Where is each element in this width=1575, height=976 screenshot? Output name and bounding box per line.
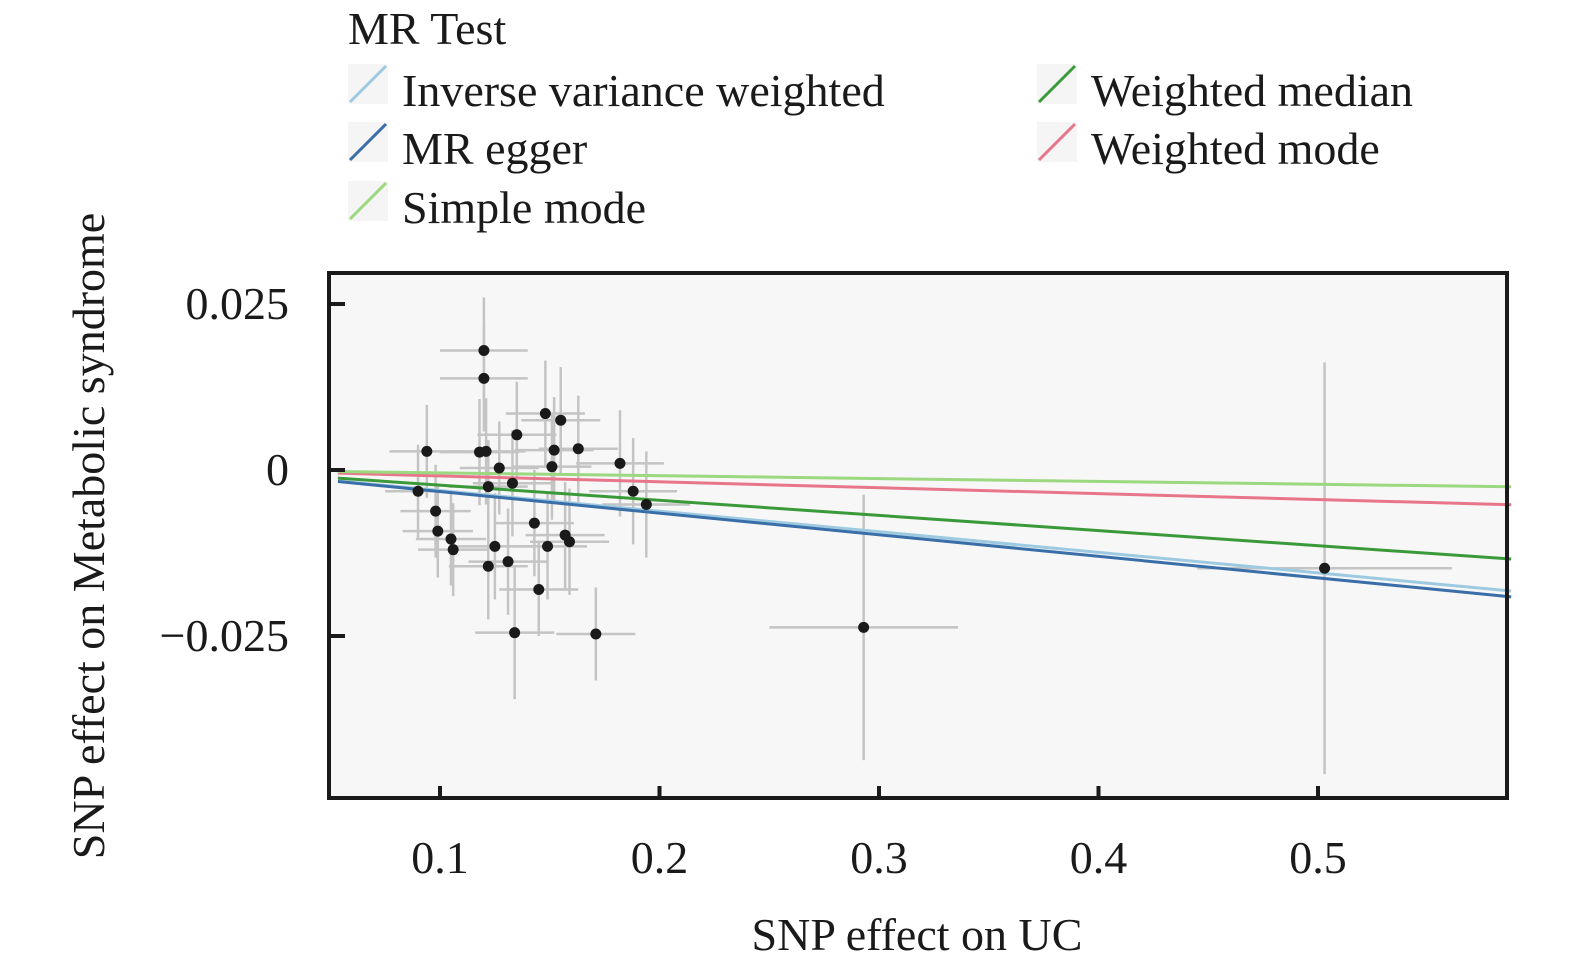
legend-swatch <box>1037 64 1077 104</box>
legend-label: Weighted median <box>1091 65 1413 116</box>
plot-frame <box>327 271 1509 800</box>
legend-entry: Simple mode <box>348 181 646 233</box>
data-point <box>511 429 523 441</box>
data-point <box>506 477 518 489</box>
legend-swatch <box>348 181 388 221</box>
data-point <box>480 445 492 457</box>
data-point <box>640 499 652 511</box>
data-point <box>482 560 494 572</box>
legend-entry: Weighted mode <box>1037 122 1380 174</box>
legend-label: MR egger <box>402 123 587 174</box>
x-tick-label: 0.5 <box>1289 832 1347 883</box>
data-point <box>478 372 490 384</box>
fit-line <box>337 476 1512 561</box>
data-point <box>555 414 567 426</box>
data-point <box>546 461 558 473</box>
legend-entry: MR egger <box>348 122 587 174</box>
fit-line <box>337 471 1512 507</box>
legend: MR Test Inverse variance weighted Weighte… <box>348 3 1413 233</box>
legend-label: Weighted mode <box>1091 123 1380 174</box>
data-point <box>445 533 457 545</box>
legend-swatch <box>348 64 388 104</box>
legend-swatch <box>1037 122 1077 162</box>
y-tick-label: 0 <box>266 444 289 495</box>
data-point <box>509 627 521 639</box>
data-point <box>542 540 554 552</box>
data-point <box>548 444 560 456</box>
x-tick-label: 0.2 <box>631 832 689 883</box>
fit-line <box>337 470 1512 489</box>
data-point <box>627 485 639 497</box>
data-point <box>1319 562 1331 574</box>
y-axis-label: SNP effect on Metabolic syndrome <box>63 213 114 859</box>
data-point <box>412 485 424 497</box>
data-point <box>572 443 584 455</box>
x-axis: 0.1 0.2 0.3 0.4 0.5 <box>411 786 1347 883</box>
data-point <box>590 628 602 640</box>
x-tick-label: 0.3 <box>850 832 908 883</box>
data-point <box>493 462 505 474</box>
y-axis: 0.025 0 −0.025 <box>160 278 345 661</box>
data-point <box>478 344 490 356</box>
legend-entry: Weighted median <box>1037 64 1413 116</box>
data-point <box>533 584 545 596</box>
legend-title: MR Test <box>348 3 506 54</box>
x-tick-label: 0.4 <box>1070 832 1128 883</box>
data-point <box>502 556 514 568</box>
y-tick-label: 0.025 <box>186 278 290 329</box>
y-tick-label: −0.025 <box>160 610 289 661</box>
data-point <box>539 408 551 420</box>
legend-label: Simple mode <box>402 182 646 233</box>
legend-entry: Inverse variance weighted <box>348 64 885 116</box>
data-point <box>858 621 870 633</box>
legend-swatch <box>348 122 388 162</box>
data-points <box>412 344 1331 640</box>
data-point <box>564 536 576 548</box>
data-point <box>482 481 494 493</box>
data-point <box>489 540 501 552</box>
fit-line <box>337 480 1512 599</box>
data-point <box>432 525 444 537</box>
legend-entries: Inverse variance weighted Weighted median… <box>348 64 1413 233</box>
fit-lines <box>337 470 1512 599</box>
legend-label: Inverse variance weighted <box>402 65 885 116</box>
x-tick-label: 0.1 <box>411 832 469 883</box>
data-point <box>528 517 540 529</box>
data-point <box>614 457 626 469</box>
data-point <box>430 505 442 517</box>
data-point <box>421 445 433 457</box>
data-point <box>447 544 459 556</box>
x-axis-label: SNP effect on UC <box>752 909 1083 960</box>
